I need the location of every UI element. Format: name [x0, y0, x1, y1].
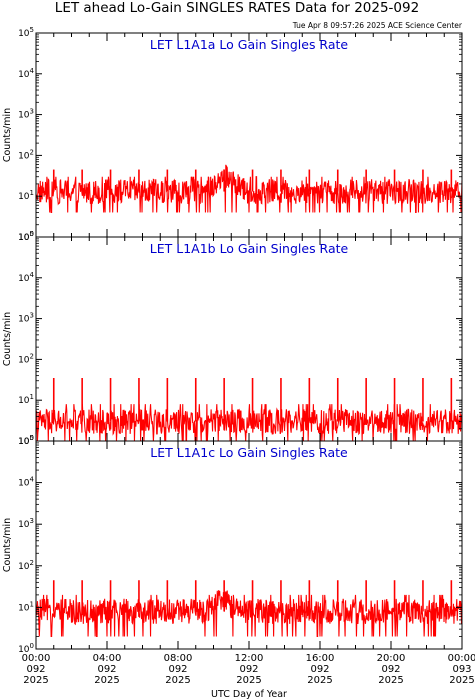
y-tick-label: 100	[18, 434, 34, 447]
x-tick-label-line: 04:00	[93, 653, 122, 664]
x-axis-label: UTC Day of Year	[211, 689, 287, 700]
figure-title: LET ahead Lo-Gain SINGLES RATES Data for…	[55, 0, 419, 16]
y-tick-label: 103	[18, 108, 34, 121]
y-axis-label: Counts/min	[2, 518, 13, 572]
y-tick-label: 105	[18, 434, 34, 447]
x-tick-label-line: 16:00	[306, 653, 335, 664]
y-tick-label: 103	[18, 517, 34, 530]
y-tick-label: 102	[18, 559, 34, 572]
x-tick-label-line: 092	[310, 664, 329, 675]
x-tick-label-line: 092	[26, 664, 45, 675]
series-line	[35, 164, 463, 213]
x-tick-label-line: 092	[168, 664, 187, 675]
x-tick-label-line: 092	[97, 664, 116, 675]
x-tick-label-line: 00:00	[22, 653, 51, 664]
y-tick-label: 102	[18, 352, 34, 365]
x-tick-label-line: 2025	[449, 675, 474, 686]
y-tick-label: 104	[18, 476, 34, 489]
y-axis-label: Counts/min	[2, 108, 13, 162]
y-tick-label: 101	[18, 189, 34, 202]
y-tick-label: 101	[18, 393, 34, 406]
y-tick-label: 102	[18, 148, 34, 161]
x-tick-label-line: 093	[452, 664, 471, 675]
x-tick-label-line: 2025	[165, 675, 190, 686]
x-tick-label-line: 2025	[307, 675, 332, 686]
x-tick-label-line: 2025	[378, 675, 403, 686]
panels-group: 100 101 102 103 104 105 LET L1A1a Lo Gain Sing…	[2, 26, 475, 686]
chart-panel-1: 100 101 102 103 104 105 LET L1A1a Lo Gain Sing…	[2, 26, 463, 243]
y-tick-label: 103	[18, 312, 34, 325]
y-tick-label: 100	[18, 642, 34, 655]
panel-title: LET L1A1b Lo Gain Singles Rate	[150, 241, 349, 256]
y-tick-label: 104	[18, 67, 34, 80]
x-tick-label-line: 20:00	[377, 653, 406, 664]
chart-panel-2: 100 101 102 103 104 105 LET L1A1b Lo Gain Sing…	[2, 230, 463, 447]
x-tick-label-line: 2025	[23, 675, 48, 686]
x-tick-label-line: 12:00	[235, 653, 264, 664]
y-tick-label: 105	[18, 26, 34, 39]
x-tick-label-line: 2025	[94, 675, 119, 686]
x-tick-label-line: 08:00	[164, 653, 193, 664]
y-tick-label: 105	[18, 230, 34, 243]
x-tick-label-line: 092	[239, 664, 258, 675]
panel-title: LET L1A1a Lo Gain Singles Rate	[150, 37, 348, 52]
timestamp-label: Tue Apr 8 09:57:26 2025 ACE Science Cent…	[292, 21, 463, 30]
x-tick-label-line: 092	[381, 664, 400, 675]
y-axis-label: Counts/min	[2, 312, 13, 366]
series-line	[35, 404, 463, 442]
y-tick-label: 101	[18, 600, 34, 613]
y-tick-label: 104	[18, 271, 34, 284]
x-tick-label-line: 2025	[236, 675, 261, 686]
series-line	[35, 590, 463, 638]
chart-panel-3: 100 101 102 103 104 105 LET L1A1c Lo Gain Sing…	[2, 434, 463, 655]
panel-title: LET L1A1c Lo Gain Singles Rate	[150, 445, 348, 460]
x-tick-label-line: 00:00	[448, 653, 475, 664]
y-tick-label: 100	[18, 230, 34, 243]
